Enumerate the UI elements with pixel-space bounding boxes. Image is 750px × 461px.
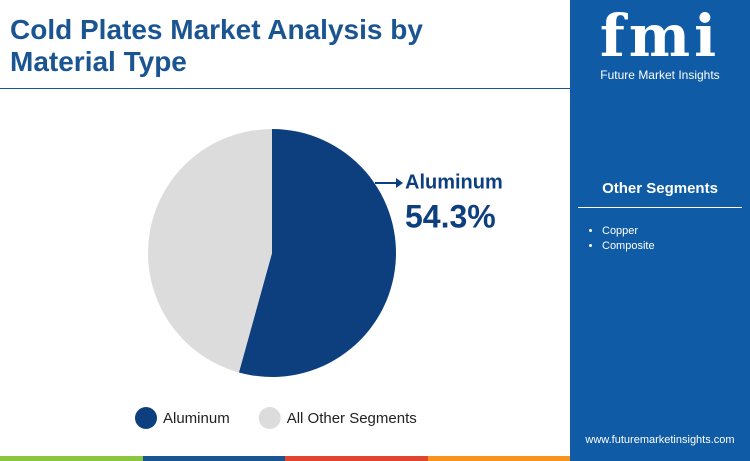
callout-label: Aluminum <box>405 171 503 193</box>
pie-slice <box>148 129 272 373</box>
color-strip <box>0 456 570 461</box>
legend-label: Aluminum <box>163 410 230 427</box>
legend-swatch <box>135 407 157 429</box>
chart: Aluminum 54.3% Aluminum All Other Segment… <box>135 129 503 429</box>
url: www.futuremarketinsights.com <box>585 434 735 446</box>
logo-text: Future Market Insights <box>600 68 720 82</box>
legend-label: All Other Segments <box>287 410 417 427</box>
callout-arrowhead <box>396 178 403 188</box>
sidebar-rule <box>578 207 742 208</box>
chart-title: Cold Plates Market Analysis by Material … <box>10 14 423 77</box>
logo-mark: fmi <box>599 2 721 70</box>
segment-item: Composite <box>602 239 655 254</box>
segment-item: Copper <box>602 224 655 239</box>
sidebar: fmi Future Market Insights Other Segment… <box>570 0 750 461</box>
header-rule <box>0 88 570 89</box>
segment-list: CopperComposite <box>602 224 655 254</box>
sidebar-heading: Other Segments <box>602 180 718 197</box>
pie-slice <box>238 129 396 377</box>
legend-swatch <box>258 407 281 429</box>
data-label: 54.3% <box>405 198 496 234</box>
